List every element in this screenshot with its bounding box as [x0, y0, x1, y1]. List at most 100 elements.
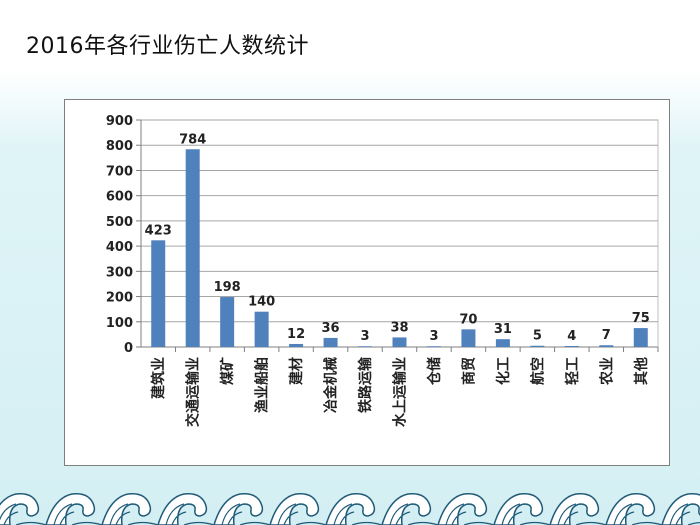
- bar-渔业船舶: [254, 311, 269, 347]
- y-tick-label: 0: [124, 341, 133, 356]
- data-label: 38: [390, 320, 408, 335]
- wave-line: [109, 503, 129, 525]
- wave-line: [463, 521, 495, 525]
- wave-crest: [549, 493, 607, 525]
- wave-curl: [0, 493, 40, 525]
- wave-line: [333, 503, 353, 525]
- data-label: 12: [287, 327, 305, 342]
- x-tick-label: 冶金机械: [323, 357, 340, 413]
- wave-crest: [213, 493, 271, 525]
- wave-line: [3, 511, 19, 525]
- bar-化工: [495, 339, 510, 347]
- wave-line: [575, 521, 607, 525]
- x-tick-label: 建筑业: [150, 357, 167, 399]
- bar-轻工: [564, 345, 579, 347]
- wave-line: [277, 503, 297, 525]
- wave-line: [221, 503, 241, 525]
- x-tick-label: 建材: [288, 357, 305, 385]
- wave-curl: [549, 493, 600, 525]
- bar-航空: [530, 345, 545, 347]
- data-label: 5: [533, 329, 542, 344]
- bar-冶金机械: [323, 337, 338, 347]
- y-tick-label: 300: [106, 265, 133, 280]
- y-tick-label: 400: [106, 240, 133, 255]
- wave-line: [407, 521, 439, 525]
- bar-建材: [289, 343, 304, 347]
- wave-curl: [605, 493, 656, 525]
- data-label: 3: [429, 329, 438, 344]
- wave-line: [501, 503, 521, 525]
- wave-crest: [325, 493, 383, 525]
- wave-line: [351, 521, 383, 525]
- data-label: 140: [248, 295, 275, 310]
- wave-line: [183, 521, 215, 525]
- wave-line: [687, 522, 700, 525]
- data-label: 36: [322, 321, 340, 336]
- wave-curl: [45, 493, 96, 525]
- y-tick-label: 700: [106, 164, 133, 179]
- data-label: 4: [567, 329, 576, 344]
- wave-line: [507, 511, 523, 525]
- wave-curl: [101, 493, 152, 525]
- wave-line: [563, 511, 579, 525]
- wave-curl: [661, 493, 700, 525]
- wave-line: [171, 511, 187, 525]
- wave-curl: [493, 493, 544, 525]
- wave-crest: [0, 493, 47, 525]
- wave-line: [115, 511, 131, 525]
- wave-line: [557, 503, 577, 525]
- wave-line: [675, 511, 691, 525]
- wave-curl: [213, 493, 264, 525]
- wave-line: [339, 511, 355, 525]
- data-label: 31: [494, 322, 512, 337]
- bar-农业: [599, 345, 614, 347]
- wave-line: [295, 521, 327, 525]
- x-tick-label: 航空: [529, 357, 546, 385]
- wave-curl: [269, 493, 320, 525]
- wave-crest: [157, 493, 215, 525]
- wave-line: [619, 511, 635, 525]
- wave-line: [239, 521, 271, 525]
- bar-水上运输业: [392, 337, 407, 347]
- x-tick-label: 渔业船舶: [254, 357, 271, 413]
- x-tick-label: 煤矿: [219, 357, 236, 385]
- wave-crest: [269, 493, 327, 525]
- y-tick-label: 500: [106, 215, 133, 230]
- wave-line: [395, 511, 411, 525]
- data-label: 198: [214, 280, 241, 295]
- x-tick-label: 化工: [495, 357, 512, 385]
- wave-curl: [325, 493, 376, 525]
- bar-建筑业: [151, 240, 166, 347]
- wave-line: [283, 511, 299, 525]
- y-tick-label: 900: [106, 114, 133, 129]
- data-label: 75: [632, 311, 650, 326]
- wave-line: [613, 503, 633, 525]
- x-tick-label: 轻工: [564, 357, 581, 385]
- data-label: 7: [602, 328, 611, 343]
- y-tick-label: 800: [106, 139, 133, 154]
- x-tick-label: 仓储: [426, 357, 443, 386]
- y-tick-label: 100: [106, 316, 133, 331]
- wave-line: [53, 503, 73, 525]
- x-tick-label: 交通运输业: [185, 357, 202, 427]
- wave-line: [165, 503, 185, 525]
- data-label: 3: [361, 329, 370, 344]
- data-label: 423: [145, 223, 172, 238]
- wave-crest: [661, 493, 700, 525]
- x-tick-label: 水上运输业: [392, 357, 409, 427]
- bar-铁路运输: [358, 346, 373, 347]
- x-tick-label: 农业: [598, 357, 615, 386]
- wave-curl: [437, 493, 488, 525]
- plot-area: [140, 119, 659, 348]
- data-label: 70: [459, 312, 477, 327]
- y-tick-label: 200: [106, 291, 133, 306]
- wave-line: [59, 511, 75, 525]
- bar-商贸: [461, 329, 476, 347]
- wave-crest: [101, 493, 159, 525]
- slide-title: 2016年各行业伤亡人数统计: [26, 34, 309, 59]
- bar-煤矿: [220, 297, 235, 347]
- data-label: 784: [179, 132, 206, 147]
- wave-line: [631, 521, 663, 525]
- y-tick-label: 600: [106, 190, 133, 205]
- wave-line: [127, 521, 159, 525]
